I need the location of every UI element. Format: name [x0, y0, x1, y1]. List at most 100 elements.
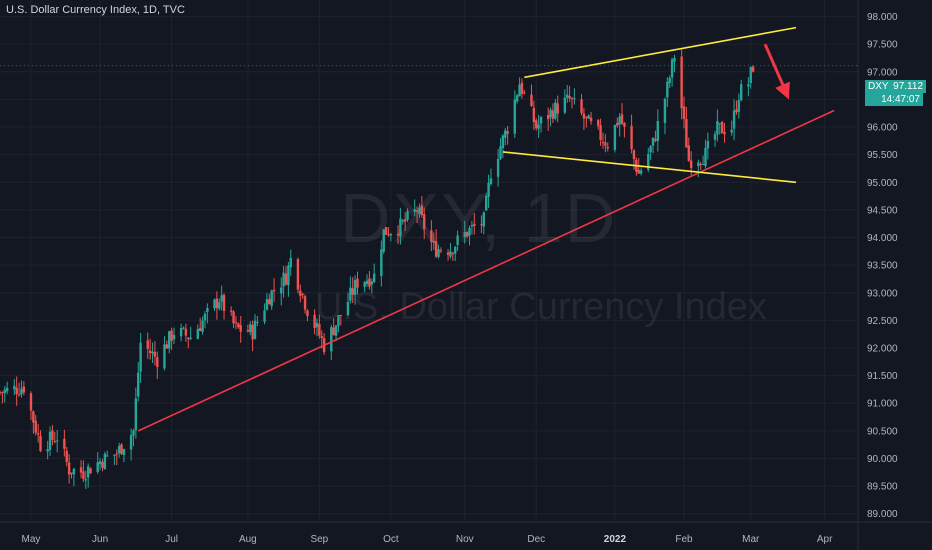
candle-body	[170, 330, 173, 341]
candle-body	[139, 342, 142, 372]
candle-body	[735, 109, 738, 113]
candle-body	[687, 145, 690, 161]
candle-body	[53, 440, 57, 442]
candle-body	[482, 212, 486, 227]
candle-body	[401, 220, 404, 222]
candle-body	[182, 327, 185, 329]
candle-body	[79, 467, 83, 473]
candle-body	[339, 315, 343, 317]
candle-body	[456, 235, 459, 245]
candle-body	[129, 435, 133, 450]
candle-body	[213, 299, 216, 309]
candle-body	[234, 322, 238, 324]
trendline-channel-top	[524, 26, 797, 79]
candle-body	[384, 227, 388, 235]
candle-body	[434, 241, 438, 257]
candle-body	[515, 95, 519, 102]
candle-body	[437, 249, 440, 257]
candle-body	[380, 249, 383, 276]
candle-body	[580, 99, 583, 114]
candle-body	[649, 146, 652, 153]
candle-body	[723, 132, 726, 135]
candle-body	[573, 98, 576, 100]
candle-body	[82, 471, 85, 479]
candle-body	[487, 182, 490, 197]
candle-body	[673, 57, 676, 62]
candle-body	[701, 164, 705, 166]
candle-body	[620, 114, 624, 124]
candle-body	[470, 225, 474, 227]
candle-body	[689, 160, 693, 169]
price-tick-label: 98.000	[867, 12, 898, 23]
candle-body	[546, 115, 550, 120]
price-tick-label: 96.000	[867, 123, 898, 134]
candle-body	[96, 462, 99, 472]
chart-title: U.S. Dollar Currency Index, 1D, TVC	[6, 4, 185, 16]
candle-body	[680, 56, 683, 109]
candle-body	[220, 295, 223, 302]
candle-body	[749, 67, 752, 83]
drawings	[0, 26, 858, 432]
candle-body	[115, 453, 118, 455]
candle-body	[318, 324, 321, 336]
candle-body	[106, 455, 109, 457]
candle-body	[34, 420, 37, 433]
price-tick-label: 89.000	[867, 509, 898, 520]
price-tick-label: 97.000	[867, 67, 898, 78]
price-tick-label: 90.500	[867, 426, 898, 437]
candle-body	[606, 146, 609, 149]
candle-body	[568, 96, 571, 99]
candle-body	[280, 287, 283, 294]
candle-body	[284, 273, 288, 285]
candle-body	[751, 66, 755, 72]
candle-body	[716, 121, 719, 135]
candle-body	[480, 224, 483, 226]
candle-body	[215, 298, 219, 309]
candle-body	[489, 178, 493, 185]
candle-body	[747, 84, 750, 87]
candle-body	[296, 259, 300, 290]
candle-body	[1, 392, 4, 394]
candle-body	[165, 344, 169, 349]
time-tick-label: Jul	[165, 534, 178, 545]
candle-body	[120, 444, 123, 455]
price-tick-label: 97.500	[867, 40, 898, 51]
candle-body	[0, 391, 2, 393]
candle-body	[403, 219, 407, 222]
candle-body	[201, 320, 204, 332]
candle-body	[337, 315, 340, 327]
candle-body	[670, 59, 674, 78]
candle-body	[423, 214, 426, 230]
candle-body	[222, 294, 226, 311]
candle-body	[682, 106, 686, 120]
candle-body	[718, 123, 721, 125]
candle-body	[415, 210, 419, 212]
candle-body	[637, 169, 640, 174]
candle-body	[132, 430, 135, 436]
candle-body	[168, 331, 171, 349]
candle-body	[706, 141, 710, 149]
candle-body	[570, 98, 574, 100]
candle-body	[420, 205, 424, 216]
time-tick-label: Mar	[742, 534, 760, 545]
candle-body	[656, 121, 659, 141]
candle-body	[549, 109, 552, 118]
candle-body	[134, 398, 138, 431]
candle-body	[272, 289, 276, 292]
candle-body	[137, 372, 140, 397]
candle-body	[122, 449, 126, 455]
candle-body	[654, 138, 657, 141]
price-tick-label: 92.500	[867, 316, 898, 327]
candle-body	[499, 146, 502, 159]
candle-body	[313, 314, 316, 329]
candle-body	[697, 162, 700, 167]
candle-body	[334, 325, 338, 336]
candle-body	[320, 335, 323, 339]
candle-body	[270, 290, 273, 307]
candle-body	[389, 233, 393, 236]
candle-body	[263, 310, 266, 322]
candle-body	[303, 296, 307, 310]
candle-body	[740, 84, 743, 101]
candle-body	[179, 327, 183, 337]
